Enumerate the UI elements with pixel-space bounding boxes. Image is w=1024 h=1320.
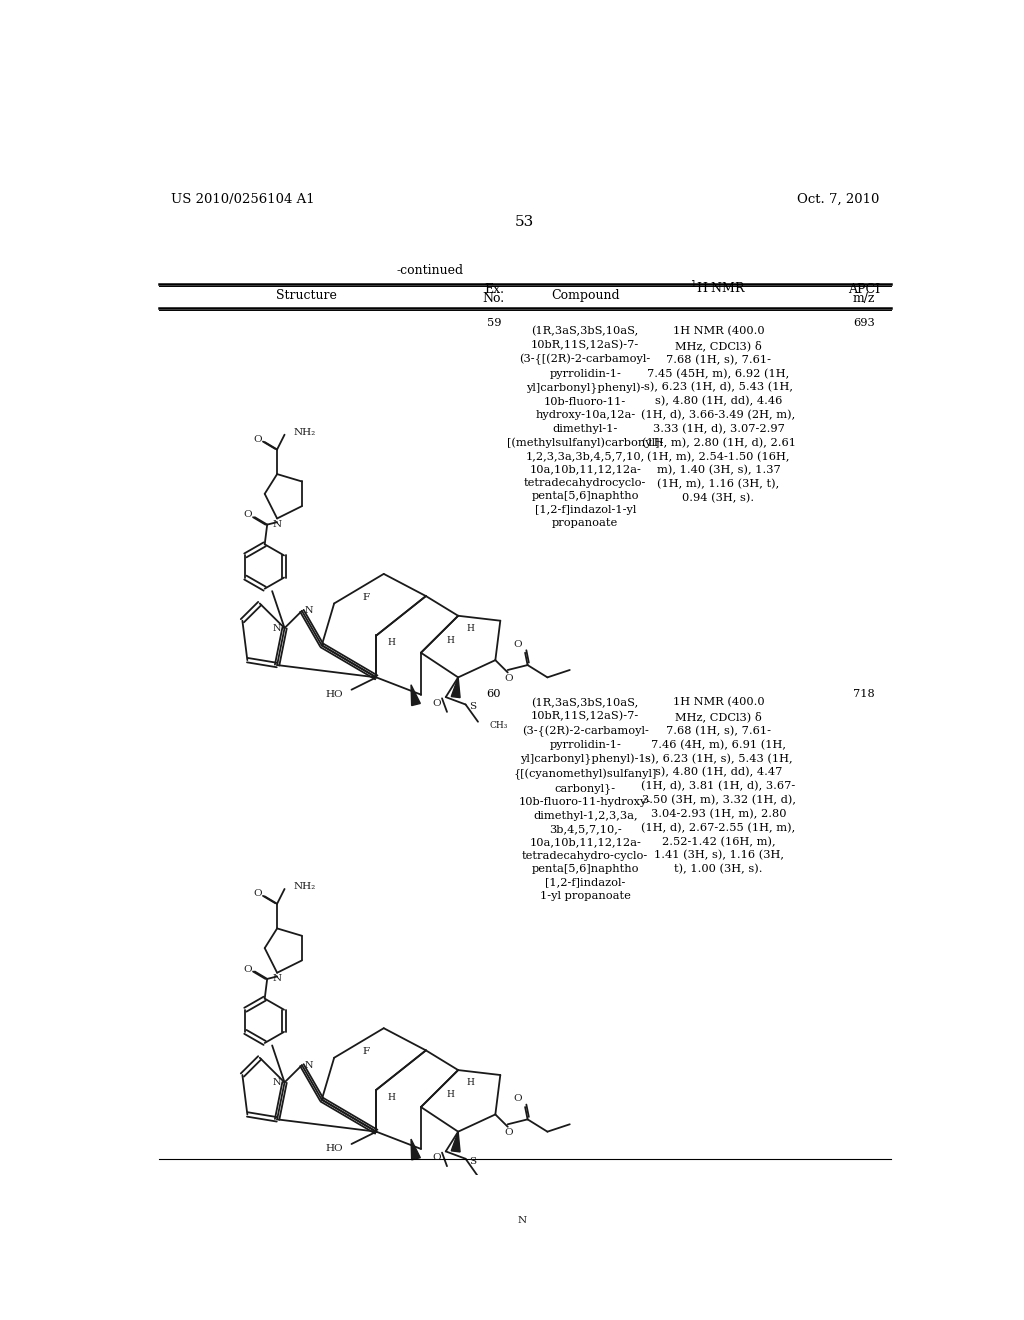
Text: F: F <box>362 593 370 602</box>
Text: NH₂: NH₂ <box>293 428 315 437</box>
Text: N: N <box>304 1061 313 1069</box>
Text: 60: 60 <box>486 689 501 700</box>
Polygon shape <box>411 685 420 706</box>
Text: $^1$H NMR: $^1$H NMR <box>690 280 746 296</box>
Text: O: O <box>433 698 441 708</box>
Text: N: N <box>272 520 282 529</box>
Text: m/z: m/z <box>853 292 876 305</box>
Text: Ex.: Ex. <box>483 284 504 296</box>
Text: O: O <box>243 511 252 519</box>
Text: H: H <box>446 636 455 645</box>
Text: 693: 693 <box>853 318 876 329</box>
Polygon shape <box>411 1139 420 1160</box>
Text: Oct. 7, 2010: Oct. 7, 2010 <box>798 193 880 206</box>
Text: No.: No. <box>482 292 505 305</box>
Text: H: H <box>387 639 395 647</box>
Polygon shape <box>452 677 460 698</box>
Text: HO: HO <box>326 690 343 700</box>
Text: O: O <box>253 890 261 899</box>
Text: 718: 718 <box>853 689 876 700</box>
Text: 1H NMR (400.0
MHz, CDCl3) δ
7.68 (1H, s), 7.61-
7.45 (45H, m), 6.92 (1H,
s), 6.2: 1H NMR (400.0 MHz, CDCl3) δ 7.68 (1H, s)… <box>641 326 796 503</box>
Text: -continued: -continued <box>396 264 464 277</box>
Text: S: S <box>469 1156 476 1166</box>
Text: NH₂: NH₂ <box>293 882 315 891</box>
Text: N: N <box>272 974 282 983</box>
Text: H: H <box>467 1078 474 1086</box>
Text: Compound: Compound <box>551 289 620 301</box>
Text: H: H <box>467 623 474 632</box>
Text: 53: 53 <box>515 215 535 230</box>
Text: N: N <box>272 1078 281 1086</box>
Text: HO: HO <box>326 1144 343 1154</box>
Text: N: N <box>518 1216 526 1225</box>
Text: H: H <box>387 1093 395 1102</box>
Text: O: O <box>505 675 513 684</box>
Text: CH₃: CH₃ <box>489 721 508 730</box>
Text: N: N <box>304 606 313 615</box>
Text: N: N <box>272 623 281 632</box>
Text: APCI: APCI <box>848 284 881 296</box>
Text: H: H <box>446 1090 455 1100</box>
Text: (1R,3aS,3bS,10aS,
10bR,11S,12aS)-7-
(3-{(2R)-2-carbamoyl-
pyrrolidin-1-
yl]carbo: (1R,3aS,3bS,10aS, 10bR,11S,12aS)-7- (3-{… <box>514 697 657 900</box>
Text: Structure: Structure <box>275 289 337 301</box>
Text: O: O <box>513 640 522 648</box>
Text: O: O <box>505 1129 513 1138</box>
Text: O: O <box>253 436 261 444</box>
Polygon shape <box>452 1131 460 1152</box>
Text: 59: 59 <box>486 318 501 329</box>
Text: US 2010/0256104 A1: US 2010/0256104 A1 <box>171 193 314 206</box>
Text: (1R,3aS,3bS,10aS,
10bR,11S,12aS)-7-
(3-{[(2R)-2-carbamoyl-
pyrrolidin-1-
yl]carb: (1R,3aS,3bS,10aS, 10bR,11S,12aS)-7- (3-{… <box>507 326 664 528</box>
Text: 1H NMR (400.0
MHz, CDCl3) δ
7.68 (1H, s), 7.61-
7.46 (4H, m), 6.91 (1H,
s), 6.23: 1H NMR (400.0 MHz, CDCl3) δ 7.68 (1H, s)… <box>641 697 796 875</box>
Text: O: O <box>513 1094 522 1104</box>
Text: S: S <box>469 702 476 711</box>
Text: F: F <box>362 1047 370 1056</box>
Text: O: O <box>243 965 252 974</box>
Text: O: O <box>433 1154 441 1162</box>
